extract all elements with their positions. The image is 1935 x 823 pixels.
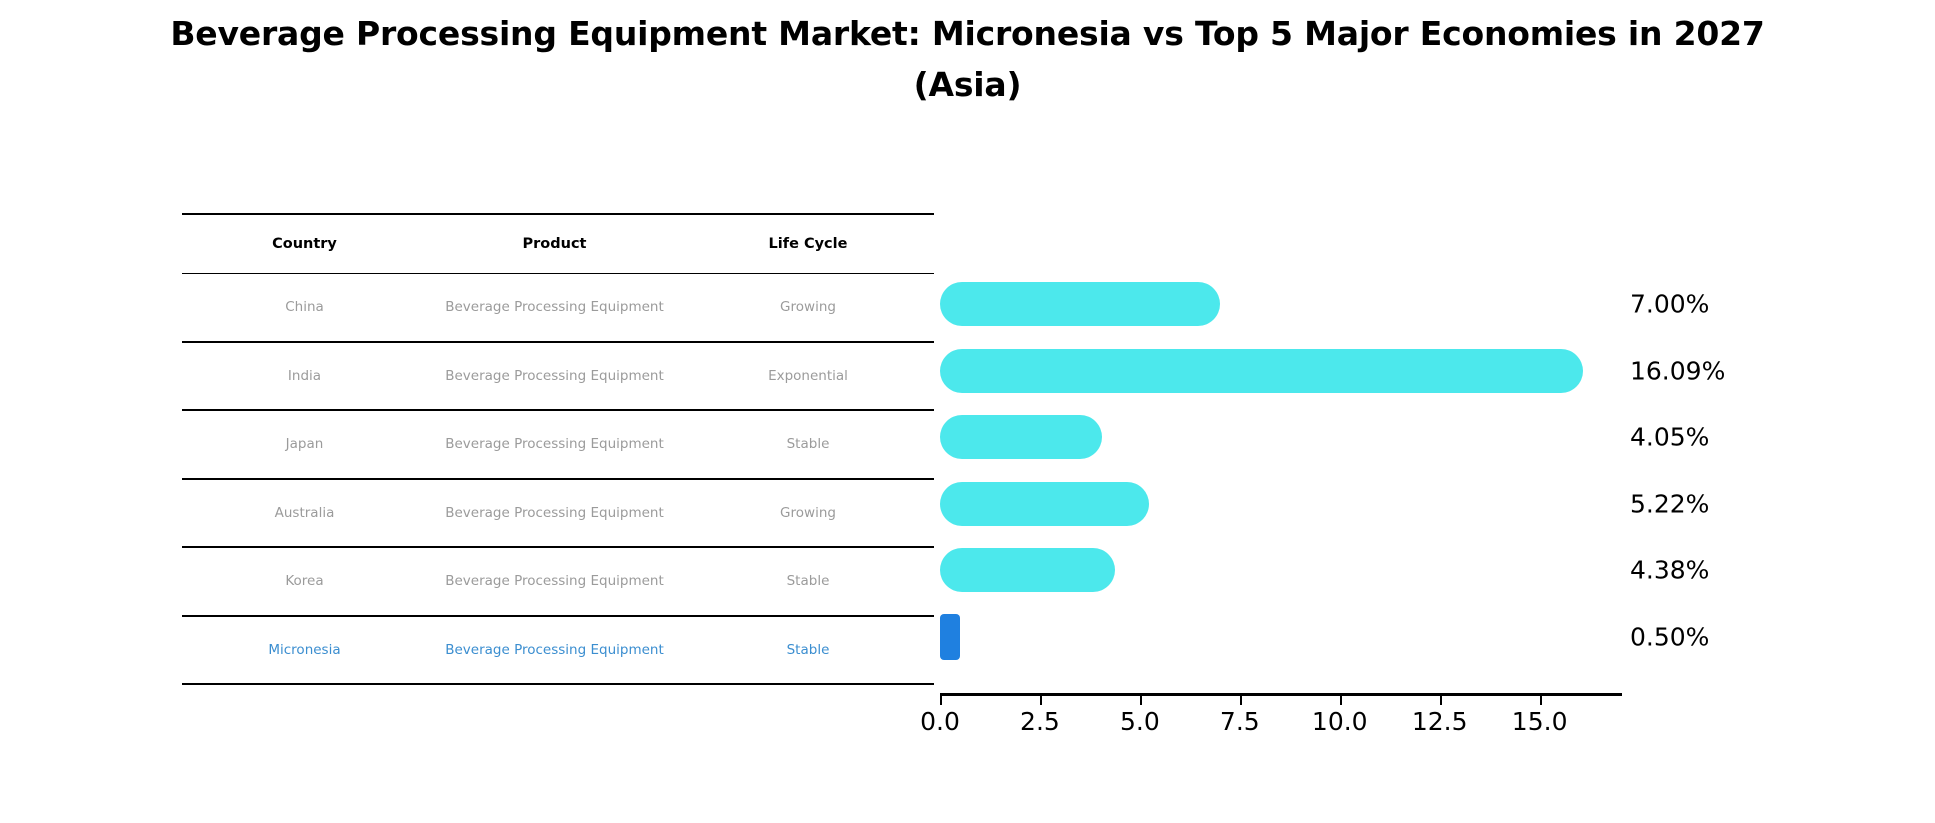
cell-life-cycle: Stable: [682, 410, 934, 480]
table-row: Korea Beverage Processing Equipment Stab…: [182, 547, 934, 617]
x-axis-tick: [1039, 696, 1042, 705]
cell-life-cycle: Growing: [682, 478, 934, 548]
column-header-product: Product: [427, 213, 682, 274]
column-header-country: Country: [182, 213, 427, 274]
bar-micronesia: [940, 613, 960, 660]
table-header: Country Product Life Cycle: [182, 213, 934, 274]
x-axis-tick-label: 15.0: [1511, 707, 1568, 736]
x-axis-tick-label: 7.5: [1219, 707, 1260, 736]
bar-value-label: 4.05%: [1630, 422, 1710, 452]
bar-value-label: 5.22%: [1630, 489, 1710, 519]
cell-product: Beverage Processing Equipment: [427, 273, 682, 343]
bar-value-label: 0.50%: [1630, 622, 1710, 652]
bar-japan: [940, 415, 1102, 460]
page-title-line-1: Beverage Processing Equipment Market: Mi…: [170, 14, 1765, 53]
cell-life-cycle: Stable: [682, 547, 934, 617]
cell-country: Australia: [182, 478, 427, 548]
bar-row: 4.38%: [940, 537, 1709, 604]
plot-area: 7.00% 16.09% 4.05% 5.22% 4.38% 0.50%: [940, 213, 1725, 693]
table-row: Japan Beverage Processing Equipment Stab…: [182, 410, 934, 480]
cell-product: Beverage Processing Equipment: [427, 410, 682, 480]
table-row: India Beverage Processing Equipment Expo…: [182, 341, 934, 411]
x-axis-tick-label: 2.5: [1020, 707, 1060, 736]
cell-life-cycle: Growing: [682, 273, 934, 343]
cell-country: Japan: [182, 410, 427, 480]
bar-value-label: 7.00%: [1630, 289, 1710, 319]
table-row: Australia Beverage Processing Equipment …: [182, 478, 934, 548]
bar-australia: [940, 481, 1149, 526]
x-axis-tick-label: 5.0: [1119, 707, 1160, 736]
page-title-line-2: (Asia): [913, 65, 1022, 105]
cell-product: Beverage Processing Equipment: [427, 478, 682, 548]
bar-row: 7.00%: [940, 271, 1709, 338]
table-header-row: Country Product Life Cycle: [182, 213, 934, 274]
bar-row: 16.09%: [940, 338, 1725, 405]
x-axis-line: [940, 693, 1622, 696]
cell-product: Beverage Processing Equipment: [427, 547, 682, 617]
x-axis-tick: [1139, 696, 1142, 705]
x-axis: 0.0 2.5 5.0 7.5 10.0 12.5 15.0: [920, 693, 1622, 753]
table-row-highlighted: Micronesia Beverage Processing Equipment…: [182, 615, 934, 685]
cell-country: Micronesia: [182, 615, 427, 685]
x-axis-tick: [940, 696, 942, 705]
x-axis-tick-label: 12.5: [1411, 707, 1468, 736]
cell-life-cycle: Stable: [682, 615, 934, 685]
column-header-life-cycle: Life Cycle: [682, 213, 934, 274]
x-axis-tick: [1239, 696, 1242, 705]
page-title: Beverage Processing Equipment Market: Mi…: [0, 8, 1935, 110]
x-axis-tick-label: 0.0: [920, 707, 960, 736]
cell-product: Beverage Processing Equipment: [427, 615, 682, 685]
cell-country: China: [182, 273, 427, 343]
table-body: China Beverage Processing Equipment Grow…: [182, 273, 934, 685]
x-axis-tick-label: 10.0: [1311, 707, 1368, 736]
bar-row: 0.50%: [940, 604, 1709, 671]
bar-value-label: 16.09%: [1630, 356, 1726, 386]
country-metadata-table: Country Product Life Cycle China Beverag…: [182, 213, 934, 693]
cell-life-cycle: Exponential: [682, 341, 934, 411]
bar-row: 5.22%: [940, 471, 1709, 538]
bar-row: 4.05%: [940, 404, 1709, 471]
table: Country Product Life Cycle China Beverag…: [182, 213, 934, 685]
cell-product: Beverage Processing Equipment: [427, 341, 682, 411]
bar-china: [940, 282, 1220, 327]
x-axis-tick: [1539, 696, 1542, 705]
bar-chart: 7.00% 16.09% 4.05% 5.22% 4.38% 0.50%: [940, 213, 1725, 693]
table-row: China Beverage Processing Equipment Grow…: [182, 273, 934, 343]
bar-india: [940, 348, 1584, 393]
cell-country: Korea: [182, 547, 427, 617]
cell-country: India: [182, 341, 427, 411]
bar-value-label: 4.38%: [1630, 555, 1710, 585]
x-axis-tick: [1439, 696, 1442, 705]
bar-korea: [940, 548, 1116, 593]
x-axis-tick: [1339, 696, 1342, 705]
